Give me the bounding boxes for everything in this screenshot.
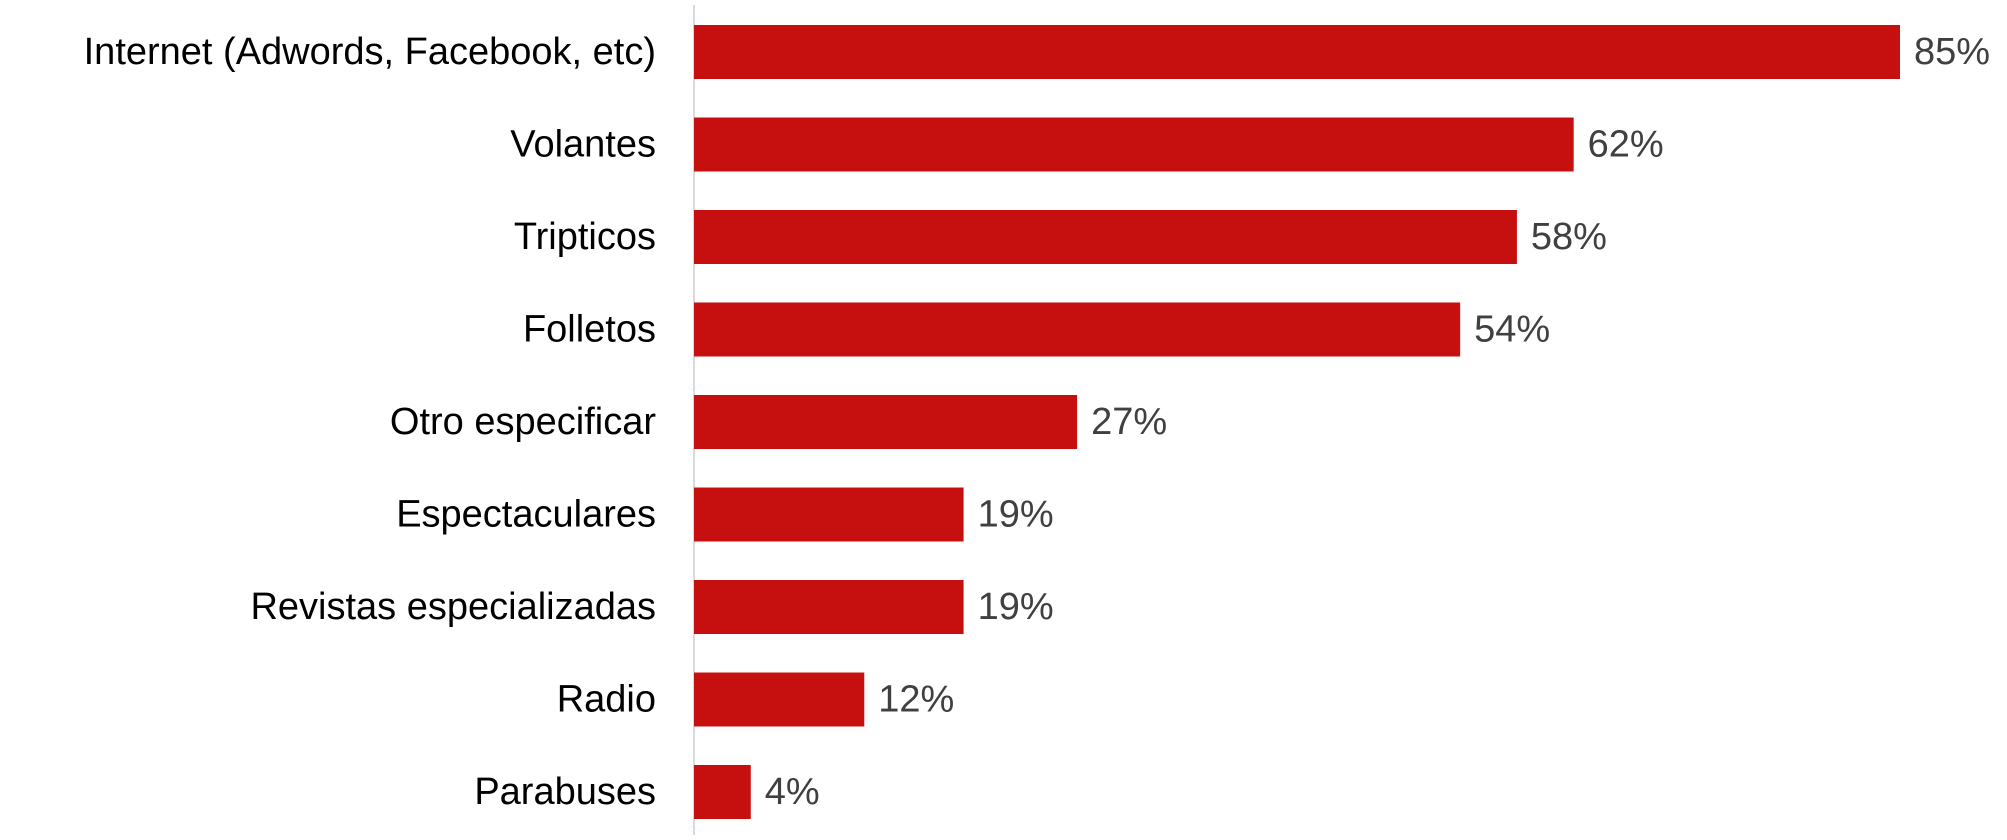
category-label: Folletos [523,309,656,351]
value-label: 85% [1914,31,1990,73]
value-label: 19% [978,586,1054,628]
value-label: 12% [878,679,954,721]
category-label: Volantes [510,124,656,166]
bar [694,765,751,819]
bar [694,25,1900,79]
category-label: Tripticos [514,216,656,258]
category-label: Internet (Adwords, Facebook, etc) [84,31,656,73]
bar [694,117,1574,172]
category-label: Radio [557,679,656,721]
value-label: 19% [978,494,1054,536]
value-label: 4% [765,771,820,813]
category-label: Otro especificar [390,401,656,443]
value-label: 54% [1474,309,1550,351]
value-label: 27% [1091,401,1167,443]
bar [694,210,1517,264]
bar [694,487,964,542]
value-label: 58% [1531,216,1607,258]
category-label: Espectaculares [396,494,656,536]
value-labels-group: 85% 62% 58% 54% 27% 19% 19% 12% 4% [765,31,1990,813]
bar [694,395,1078,449]
value-label: 62% [1588,124,1664,166]
category-labels-group: Internet (Adwords, Facebook, etc) Volante… [84,31,657,813]
bar [694,672,865,727]
category-label: Revistas especializadas [250,586,656,628]
bar [694,580,964,634]
category-label: Parabuses [474,771,656,813]
bars-group [694,25,1900,819]
bar [694,302,1461,357]
